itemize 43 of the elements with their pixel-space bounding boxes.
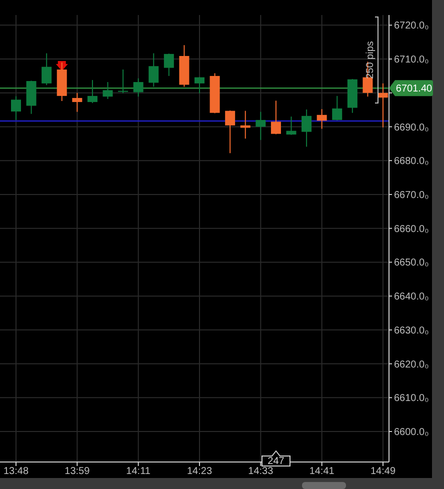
- candlestick: [240, 110, 250, 140]
- annotation: 247: [268, 456, 285, 467]
- candlestick: [332, 95, 342, 121]
- candlestick: [42, 52, 52, 86]
- candlestick: [378, 82, 388, 128]
- x-tick-label: 13:59: [64, 466, 90, 477]
- y-tick-label: 6680.0₀: [394, 156, 429, 168]
- candlestick: [302, 108, 312, 148]
- candlestick: [316, 108, 327, 130]
- annotation: 250 pips: [365, 41, 376, 79]
- candlestick: [270, 100, 281, 135]
- y-tick-label: 6620.0₀: [394, 359, 429, 370]
- x-tick-label: 13:48: [3, 466, 29, 477]
- callout-box: 247: [262, 450, 290, 467]
- y-tick-label: 6690.0₀: [394, 122, 429, 134]
- candlestick: [164, 53, 174, 76]
- y-tick-label: 6670.0₀: [394, 190, 429, 201]
- x-tick-label: 14:11: [126, 466, 151, 477]
- y-tick-label: 6720.0₀: [394, 20, 429, 32]
- candlestick: [87, 80, 98, 104]
- candlestick: [225, 110, 236, 154]
- candlestick: [256, 111, 266, 140]
- x-tick-label: 14:49: [370, 466, 396, 477]
- candlestick: [362, 61, 373, 98]
- x-tick-label: 14:33: [248, 466, 274, 477]
- y-tick-label: 6660.0₀: [394, 224, 429, 235]
- candlestick: [194, 76, 204, 94]
- y-tick-label: 6710.0₀: [394, 54, 429, 66]
- candlestick: [72, 92, 82, 112]
- candlestick: [102, 82, 113, 100]
- x-tick-label: 14:23: [186, 466, 212, 477]
- y-tick-label: 6640.0₀: [394, 292, 429, 303]
- y-tick-label: 6600.0₀: [394, 427, 429, 438]
- x-tick-label: 14:41: [309, 466, 335, 477]
- candlestick: [11, 96, 21, 120]
- candlestick: [148, 52, 159, 88]
- candlestick: [286, 116, 296, 136]
- y-tick-label: 6630.0₀: [394, 325, 429, 336]
- y-tick-label: 6650.0₀: [394, 258, 429, 269]
- candlestick: [118, 69, 128, 94]
- candlestick: [133, 78, 144, 98]
- y-tick-label: 6610.0₀: [394, 393, 429, 404]
- ref-line-label: 6701.40: [396, 84, 433, 95]
